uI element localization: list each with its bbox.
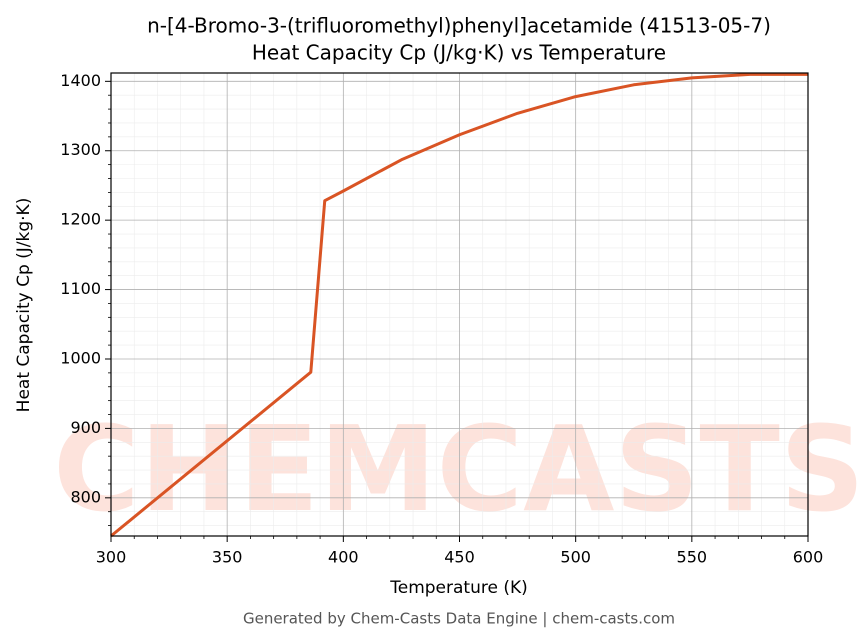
y-tick-label: 900	[70, 418, 101, 437]
y-tick-label: 1100	[60, 279, 101, 298]
y-tick-label: 1400	[60, 71, 101, 90]
x-tick-label: 500	[560, 548, 591, 567]
x-axis-label: Temperature (K)	[389, 578, 528, 598]
chart-title: n-[4-Bromo-3-(trifluoromethyl)phenyl]ace…	[147, 14, 771, 38]
y-axis-label: Heat Capacity Cp (J/kg·K)	[14, 198, 34, 413]
x-tick-label: 550	[677, 548, 708, 567]
x-tick-label: 300	[96, 548, 127, 567]
y-tick-label: 1200	[60, 210, 101, 229]
footer: Generated by Chem-Casts Data Engine | ch…	[243, 610, 675, 628]
plot-frame	[110, 72, 809, 537]
y-tick-label: 800	[70, 487, 101, 506]
x-tick-label: 450	[444, 548, 475, 567]
y-tick-label: 1300	[60, 140, 101, 159]
x-tick-label: 400	[328, 548, 359, 567]
data-line	[110, 72, 808, 538]
x-tick-label: 600	[793, 548, 824, 567]
chart-subtitle: Heat Capacity Cp (J/kg·K) vs Temperature	[252, 41, 666, 65]
x-tick-label: 350	[212, 548, 243, 567]
y-tick-label: 1000	[60, 348, 101, 367]
watermark: CHEMCASTS	[53, 400, 864, 538]
